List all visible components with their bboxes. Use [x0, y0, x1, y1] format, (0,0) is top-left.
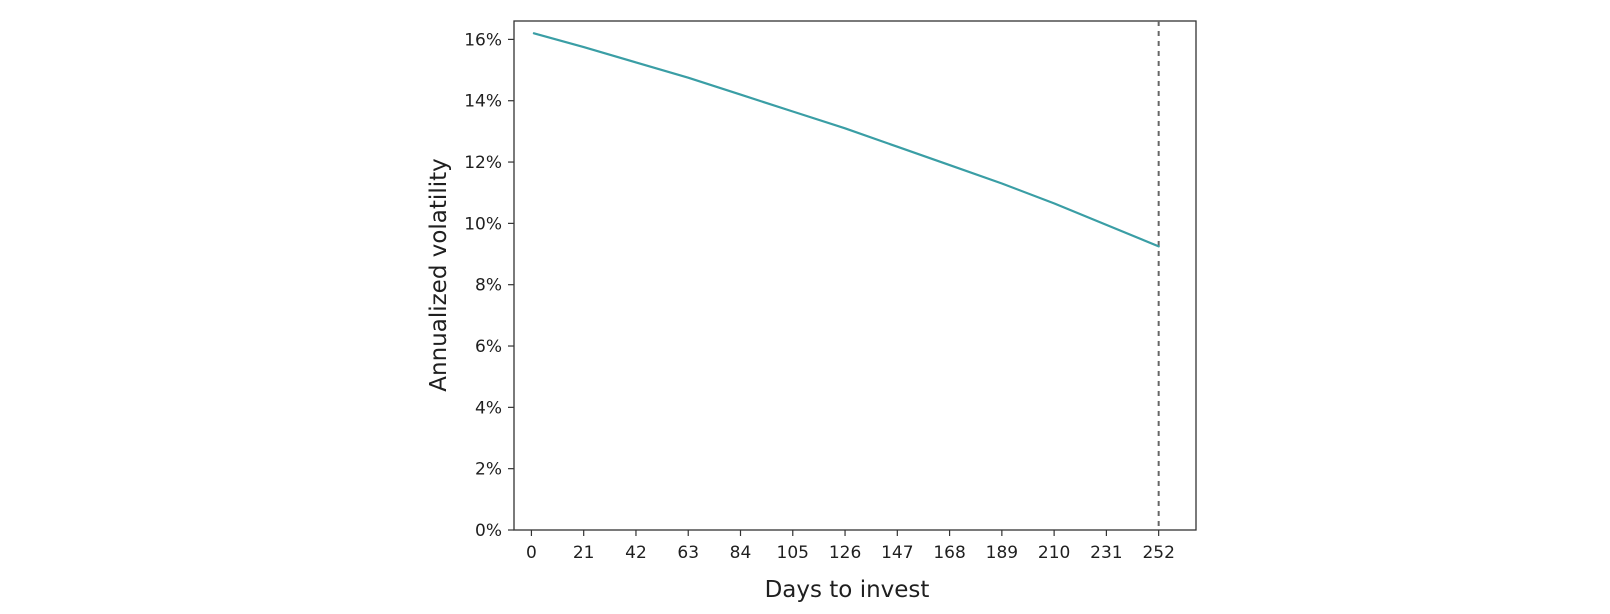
x-tick-label: 168 [933, 543, 965, 563]
x-tick-label: 231 [1090, 543, 1122, 563]
plot-frame [513, 20, 1197, 531]
x-tick-label: 0 [526, 543, 537, 563]
x-tick-label: 42 [625, 543, 647, 563]
x-tick-label: 189 [986, 543, 1018, 563]
y-axis-title: Annualized volatility [426, 158, 452, 391]
y-tick-label: 6% [475, 337, 502, 357]
y-tick-label: 8% [475, 276, 502, 296]
y-tick-label: 14% [464, 92, 502, 112]
x-tick-label: 105 [777, 543, 809, 563]
y-tick-label: 2% [475, 460, 502, 480]
x-axis-title: Days to invest [765, 577, 930, 603]
y-tick-label: 0% [475, 521, 502, 541]
y-tick-label: 16% [464, 30, 502, 50]
x-tick-label: 210 [1038, 543, 1070, 563]
y-axis-ticks: 0% 2% 4% 6% 8% 10% 12% 14% 16% [464, 30, 514, 541]
y-tick-label: 12% [464, 153, 502, 173]
x-tick-label: 252 [1142, 543, 1174, 563]
x-tick-label: 147 [881, 543, 913, 563]
x-tick-label: 84 [730, 543, 752, 563]
data-series [532, 32, 1160, 248]
x-tick-label: 126 [829, 543, 861, 563]
y-tick-label: 10% [464, 214, 502, 234]
x-tick-label: 21 [573, 543, 595, 563]
x-tick-label: 63 [677, 543, 699, 563]
x-axis-ticks: 0 21 42 63 84 105 126 147 168 189 210 231 252 [526, 530, 1175, 563]
y-tick-label: 4% [475, 398, 502, 418]
series-line [532, 32, 1160, 248]
